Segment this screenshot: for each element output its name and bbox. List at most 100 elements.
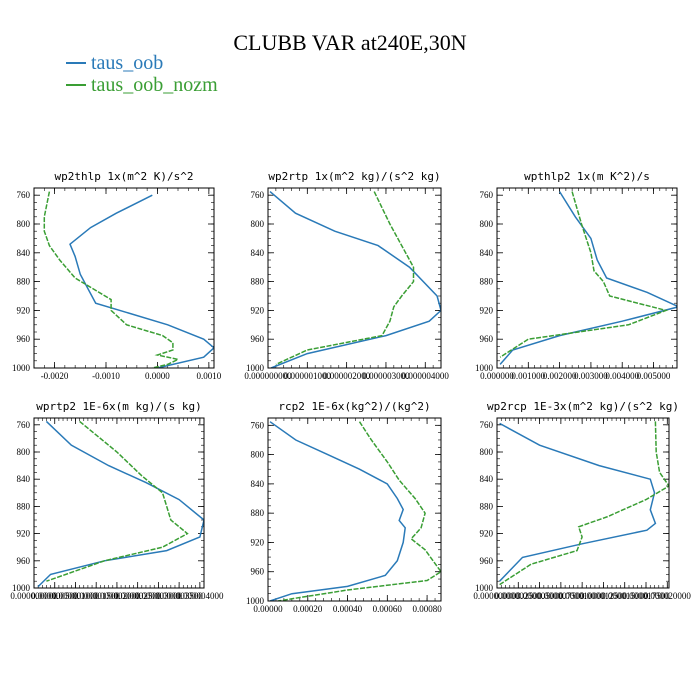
y-tick-label: 1000 (12, 583, 31, 593)
panel-title: wp2rcp 1E-3x(m^2 kg)/(s^2 kg) (487, 400, 679, 413)
y-tick-label: 880 (251, 277, 265, 287)
y-tick-label: 960 (17, 556, 31, 566)
y-tick-label: 800 (17, 447, 31, 457)
series-line-taus_oob_nozm (499, 421, 669, 586)
legend-label: taus_oob_nozm (91, 73, 218, 96)
legend-swatch (66, 62, 86, 64)
panel-frame (496, 417, 670, 589)
legend-swatch (66, 84, 86, 86)
x-tick-label: -0.0020 (41, 371, 69, 381)
x-tick-label: 0.000002500 (114, 591, 162, 601)
x-tick-label: 0.000002000 (93, 591, 141, 601)
y-tick-label: 880 (251, 508, 265, 518)
x-tick-label: 0.001000 (511, 371, 545, 381)
y-tick-label: 760 (17, 420, 31, 430)
series-line-taus_oob_nozm (46, 420, 189, 582)
x-tick-label: 0.000000000 (473, 591, 521, 601)
y-tick-label: 760 (17, 190, 31, 200)
x-tick-label: 0.00020 (293, 604, 323, 614)
series-line-taus_oob_nozm (43, 191, 181, 368)
x-tick-label: 0.000015000 (601, 591, 649, 601)
panel-frame (496, 187, 678, 369)
chart-panel-1: wp2thlp 1x(m^2 K)/s^2 760 800 840 880 920 960 1… (12, 170, 222, 381)
y-tick-label: 760 (480, 420, 494, 430)
panel-frame (267, 187, 442, 369)
y-tick-label: 760 (251, 420, 265, 430)
series-line-taus_oob (69, 194, 214, 368)
y-tick-label: 920 (17, 529, 31, 539)
chart-title: CLUBB VAR at240E,30N (233, 30, 467, 55)
y-tick-label: 1000 (246, 363, 265, 373)
y-tick-label: 880 (480, 501, 494, 511)
y-tick-label: 800 (480, 219, 494, 229)
x-tick-label: 0.00080 (412, 604, 442, 614)
x-tick-label: 0.000001000 (52, 591, 100, 601)
series-line-taus_oob (269, 421, 406, 601)
x-tick-label: 0.004000 (605, 371, 639, 381)
x-tick-label: 0.000020000 (644, 591, 692, 601)
y-tick-label: 920 (251, 305, 265, 315)
panel-title: wp2rtp 1x(m^2 kg)/(s^2 kg) (268, 170, 440, 183)
y-tick-label: 960 (251, 567, 265, 577)
x-tick-label: 0.000001000 (284, 371, 332, 381)
y-tick-label: 800 (251, 219, 265, 229)
y-tick-label: 920 (251, 537, 265, 547)
x-tick-label: 0.00060 (373, 604, 403, 614)
y-tick-label: 840 (17, 248, 31, 258)
y-tick-label: 880 (480, 277, 494, 287)
y-tick-label: 760 (480, 190, 494, 200)
series-line-taus_oob (499, 422, 657, 582)
x-tick-label: 0.000005000 (516, 591, 564, 601)
panel-frame (33, 417, 205, 589)
y-tick-label: 800 (17, 219, 31, 229)
x-tick-label: -0.0010 (92, 371, 120, 381)
y-tick-label: 800 (251, 450, 265, 460)
chart-panel-3: wpthlp2 1x(m K^2)/s 760 800 840 880 920 960 100… (475, 170, 678, 381)
x-tick-label: 0.000004000 (402, 371, 450, 381)
y-tick-label: 1000 (246, 596, 265, 606)
series-line-taus_oob_nozm (499, 191, 669, 358)
legend-item-taus-oob-nozm: taus_oob_nozm (66, 74, 218, 96)
panel-frame (33, 187, 215, 369)
series-line-taus_oob (37, 420, 204, 588)
legend-item-taus-oob: taus_oob (66, 52, 163, 74)
x-tick-label: 0.000010000 (559, 591, 607, 601)
y-tick-label: 960 (17, 334, 31, 344)
x-tick-label: 0.00040 (333, 604, 363, 614)
chart-panel-4: wprtp2 1E-6x(m kg)/(s kg) 760 800 840 880 920… (10, 400, 224, 601)
panel-title: wpthlp2 1x(m K^2)/s (524, 170, 650, 183)
x-tick-label: 0.000003500 (155, 591, 203, 601)
x-tick-label: 0.000004000 (176, 591, 224, 601)
x-tick-label: 0.000000 (480, 371, 514, 381)
legend-label: taus_oob (91, 51, 164, 74)
y-tick-label: 800 (480, 447, 494, 457)
chart-panel-2: wp2rtp 1x(m^2 kg)/(s^2 kg)760 800 840 880 92… (244, 170, 449, 381)
x-tick-label: 0.000000500 (31, 591, 79, 601)
y-tick-label: 880 (17, 501, 31, 511)
y-tick-label: 920 (480, 305, 494, 315)
y-tick-label: 840 (251, 479, 265, 489)
x-tick-label: 0.000012500 (580, 591, 628, 601)
y-tick-label: 840 (17, 474, 31, 484)
x-tick-label: 0.000001500 (73, 591, 121, 601)
x-tick-label: 0.0000 (145, 371, 170, 381)
series-line-taus_oob_nozm (275, 191, 415, 366)
x-tick-label: 0.000000000 (244, 371, 292, 381)
panel-title: rcp2 1E-6x(kg^2)/(kg^2) (278, 400, 430, 413)
x-tick-label: 0.000007500 (537, 591, 585, 601)
y-tick-label: 840 (251, 248, 265, 258)
x-tick-label: 0.0010 (196, 371, 221, 381)
x-tick-label: 0.000003000 (362, 371, 410, 381)
chart-panel-5: rcp2 1E-6x(kg^2)/(kg^2) 760 800 840 880 920 96… (246, 400, 442, 614)
y-tick-label: 960 (480, 556, 494, 566)
y-tick-label: 840 (480, 474, 494, 484)
series-line-taus_oob_nozm (277, 421, 441, 601)
x-tick-label: 0.00000 (253, 604, 283, 614)
x-tick-label: 0.000003000 (135, 591, 183, 601)
x-tick-label: 0.002000 (543, 371, 577, 381)
x-tick-label: 0.003000 (574, 371, 608, 381)
y-tick-label: 1000 (475, 363, 494, 373)
y-tick-label: 760 (251, 190, 265, 200)
panel-title: wp2thlp 1x(m^2 K)/s^2 (54, 170, 193, 183)
